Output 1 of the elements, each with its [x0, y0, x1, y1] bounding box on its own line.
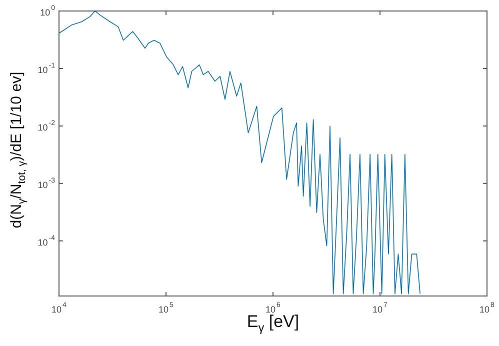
x-axis-title: E$_{γ}$ [eV]: [246, 312, 300, 334]
